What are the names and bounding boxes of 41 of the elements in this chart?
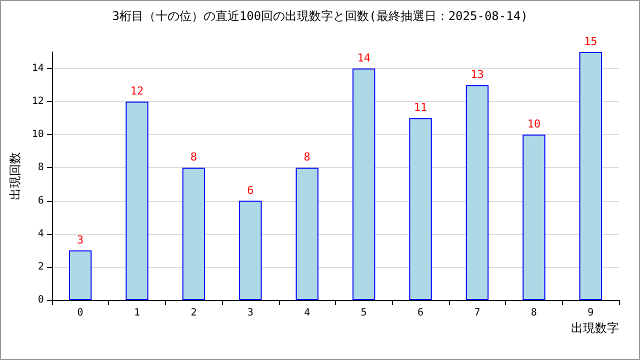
y-tick-label: 4: [38, 228, 44, 240]
data-label: 12: [130, 84, 144, 98]
bar: [522, 134, 546, 300]
y-axis-title: 出現回数: [8, 152, 22, 200]
x-tick-label: 6: [418, 308, 424, 318]
bar: [466, 85, 489, 300]
y-tick-label: 8: [38, 162, 44, 174]
x-tick-label: 9: [588, 308, 594, 318]
x-tick-label: 7: [474, 308, 480, 318]
x-tick-label: 2: [190, 308, 197, 318]
data-label: 15: [584, 35, 598, 48]
data-label: 3: [76, 233, 84, 246]
data-label: 11: [414, 101, 428, 114]
bar: [409, 118, 432, 300]
y-tick-label: 10: [32, 129, 44, 140]
data-label: 13: [470, 68, 484, 82]
data-label: 6: [247, 184, 254, 197]
bar: [126, 102, 148, 300]
x-axis-title: 出現数字: [571, 321, 619, 335]
data-label: 8: [304, 150, 310, 164]
y-tick-label: 12: [32, 96, 44, 108]
bar: [579, 52, 602, 300]
chart-title: 3桁目（十の位）の直近100回の出現数字と回数(最終抽選日：2025-08-14): [112, 9, 528, 23]
x-tick-label: 3: [247, 308, 254, 318]
bar: [68, 250, 92, 300]
x-tick-label: 4: [304, 308, 310, 318]
bar: [182, 168, 206, 300]
y-tick-label: 6: [38, 195, 44, 206]
bar: [352, 68, 376, 300]
bar: [239, 200, 262, 300]
data-label: 10: [527, 118, 541, 131]
data-label: 14: [357, 52, 371, 65]
data-label: 8: [190, 150, 198, 164]
y-tick-label: 0: [38, 294, 44, 306]
y-tick-label: 14: [32, 63, 44, 74]
x-tick-label: 8: [530, 308, 537, 318]
x-tick-label: 1: [134, 308, 140, 318]
x-tick-label: 5: [360, 308, 367, 318]
x-tick-label: 0: [77, 308, 84, 318]
y-tick-label: 2: [38, 261, 44, 272]
bar: [296, 168, 318, 300]
